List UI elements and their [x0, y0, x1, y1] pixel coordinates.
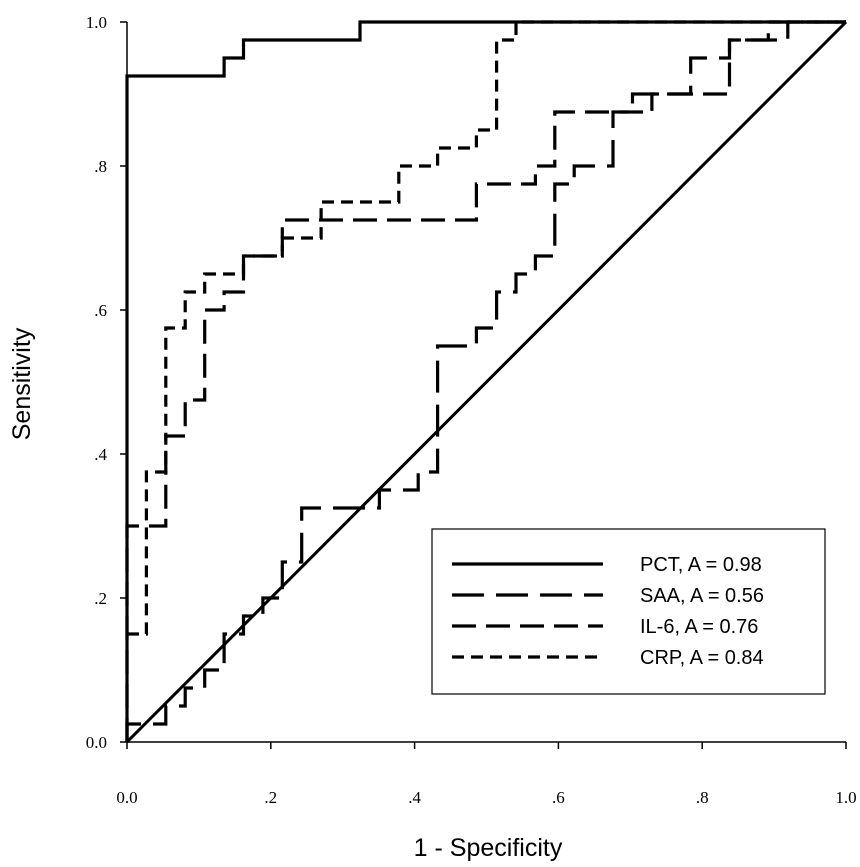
- series-line-2: [125, 20, 846, 742]
- y-tick-label: 0.0: [86, 733, 107, 752]
- y-tick-label: 1.0: [86, 13, 107, 32]
- y-tick-label: .4: [94, 445, 107, 464]
- y-tick-label: .6: [94, 301, 107, 320]
- series-line-3: [127, 20, 846, 636]
- series-layer: [125, 20, 848, 744]
- legend: PCT, A = 0.98 SAA, A = 0.56 IL-6, A = 0.76…: [431, 528, 826, 695]
- series-line-1: [125, 20, 846, 742]
- legend-label: SAA, A = 0.56: [640, 585, 764, 607]
- y-tick-label: .2: [94, 589, 107, 608]
- axes-layer: 0.0 .2 .4 .6 .8 1.0 0.0 .2 .4 .6 .8 1.0: [86, 13, 857, 807]
- legend-label: CRP, A = 0.84: [640, 647, 764, 669]
- x-tick-label: .6: [552, 788, 565, 807]
- x-tick-label: .8: [696, 788, 709, 807]
- legend-label: IL-6, A = 0.76: [640, 616, 758, 638]
- x-tick-label: .2: [264, 788, 277, 807]
- x-axis-title: 1 - Specificity: [414, 834, 563, 862]
- y-tick-label: .8: [94, 157, 107, 176]
- legend-label: PCT, A = 0.98: [640, 554, 762, 576]
- legend-box: [431, 528, 826, 695]
- x-tick-label: 1.0: [835, 788, 856, 807]
- series-line-0: [125, 20, 846, 742]
- y-axis-title: Sensitivity: [8, 327, 36, 440]
- x-tick-label: 0.0: [116, 788, 137, 807]
- reference-diagonal-line: [125, 20, 848, 744]
- x-tick-label: .4: [408, 788, 421, 807]
